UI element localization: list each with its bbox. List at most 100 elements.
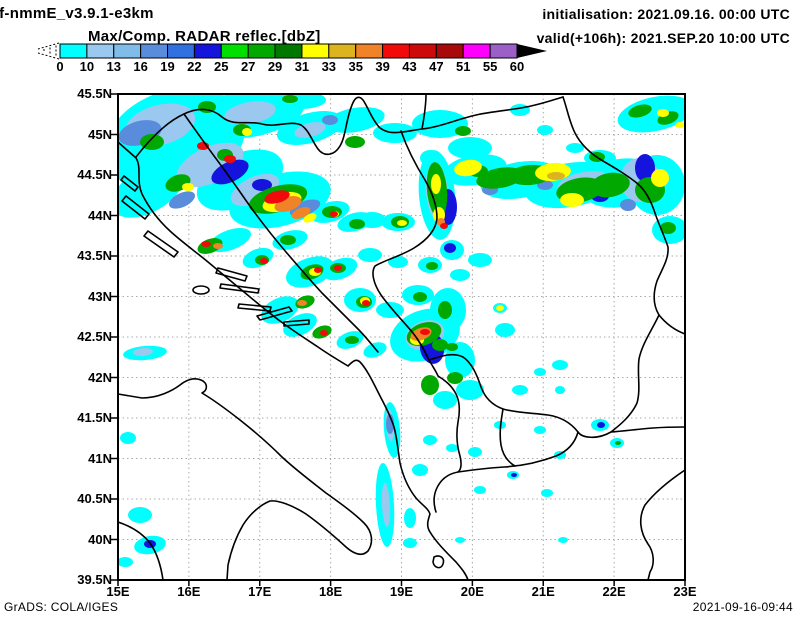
lat-axis-label: 43.5N (77, 248, 112, 263)
lat-axis-label: 40.5N (77, 491, 112, 506)
radar-cell (168, 191, 196, 209)
colorbar-above-max-arrow (517, 44, 547, 58)
radar-cell (617, 95, 685, 133)
lon-axis-label: 17E (248, 584, 272, 599)
radar-cell (511, 473, 517, 477)
radar-cell (201, 241, 211, 247)
radar-cell (468, 253, 492, 267)
radar-cell (440, 223, 448, 229)
lon-axis-label: 19E (389, 584, 414, 599)
radar-cell (445, 342, 475, 378)
radar-cell (404, 508, 416, 528)
radar-cell (455, 537, 465, 543)
colorbar-tick-label: 22 (187, 59, 202, 74)
colorbar-segment (247, 43, 276, 59)
colorbar-tick-label: 55 (482, 59, 498, 74)
radar-cell (426, 262, 438, 270)
colorbar-segment (59, 43, 88, 59)
colorbar-segment (193, 43, 222, 59)
colorbar-tick-label: 13 (106, 59, 121, 74)
colorbar-tick-label: 39 (375, 59, 390, 74)
radar-cell (423, 435, 437, 445)
radar-cell (560, 193, 584, 207)
colorbar-tick-label: 43 (402, 59, 417, 74)
radar-cell (597, 422, 605, 428)
radar-cell (297, 300, 307, 306)
radar-cell (628, 104, 652, 118)
radar-cell (446, 444, 458, 452)
radar-cell (447, 372, 463, 384)
radar-cell (314, 267, 322, 273)
radar-cell (376, 302, 404, 318)
lon-axis-label: 20E (460, 584, 484, 599)
radar-cell (413, 292, 427, 302)
radar-cell (558, 537, 568, 543)
radar-cell (403, 538, 417, 548)
colorbar-segment (355, 43, 384, 59)
radar-cell (590, 172, 630, 198)
radar-cell (280, 235, 296, 245)
lat-axis-label: 39.5N (77, 572, 112, 587)
italy-coastline (118, 378, 373, 580)
radar-cell (128, 507, 152, 523)
radar-cell (446, 343, 458, 351)
radar-cell (537, 125, 553, 135)
colorbar-segment (328, 43, 357, 59)
radar-cell (334, 265, 342, 271)
lat-axis-label: 45N (88, 126, 112, 142)
colorbar-tick-label: 47 (429, 59, 444, 74)
radar-cell (615, 441, 621, 445)
radar-cell (386, 414, 394, 434)
colorbar-segment (301, 43, 330, 59)
colorbar-segment (86, 43, 115, 59)
colorbar-tick-label: 31 (294, 59, 310, 74)
lon-axis-label: 22E (602, 584, 626, 599)
axis-ticks (111, 93, 686, 586)
radar-cell (363, 342, 387, 358)
colorbar-segment (140, 43, 169, 59)
radar-cell (345, 336, 359, 344)
radar-cell (534, 426, 546, 434)
radar-cell (282, 95, 298, 103)
border-north (135, 96, 564, 158)
radar-cell (213, 243, 223, 249)
radar-cell (264, 190, 290, 204)
radar-cell (388, 256, 408, 268)
radar-cell (349, 219, 365, 229)
colorbar (59, 43, 518, 59)
radar-cell (420, 150, 440, 166)
colorbar-segment (274, 43, 303, 59)
lat-axis-label: 42N (88, 369, 112, 385)
radar-cell (260, 258, 268, 264)
border-montenegro-albania (428, 359, 462, 513)
radar-cell (120, 432, 136, 444)
colorbar-tick-label: 0 (56, 59, 64, 74)
colorbar-tick-label: 10 (79, 59, 95, 74)
lon-axis-label: 16E (177, 584, 201, 599)
border-bosnia-west (183, 113, 379, 353)
adriatic-east-coastline (118, 141, 469, 580)
colorbar-tick-label: 60 (509, 59, 525, 74)
initialisation-label: initialisation: 2021.09.16. 00:00 UTC (542, 6, 790, 22)
radar-cell (303, 213, 317, 223)
radar-cell (381, 483, 391, 527)
radar-cell (456, 380, 484, 400)
colorbar-tick-label: 16 (133, 59, 148, 74)
radar-cell (397, 220, 407, 226)
colorbar-segment (408, 43, 437, 59)
radar-cell (552, 360, 568, 370)
radar-cell (421, 375, 439, 395)
radar-cell (657, 109, 669, 117)
colorbar-tick-label: 29 (267, 59, 283, 74)
border-greece-north (457, 431, 579, 473)
radar-cell (534, 368, 546, 376)
lat-axis-label: 44N (88, 207, 112, 223)
radar-cell (362, 300, 370, 306)
border-albania-macedonia (499, 408, 516, 467)
radar-cell (541, 489, 553, 497)
radar-cell (454, 159, 482, 177)
radar-cell (566, 143, 584, 153)
border-serbia-bulgaria (428, 314, 660, 439)
